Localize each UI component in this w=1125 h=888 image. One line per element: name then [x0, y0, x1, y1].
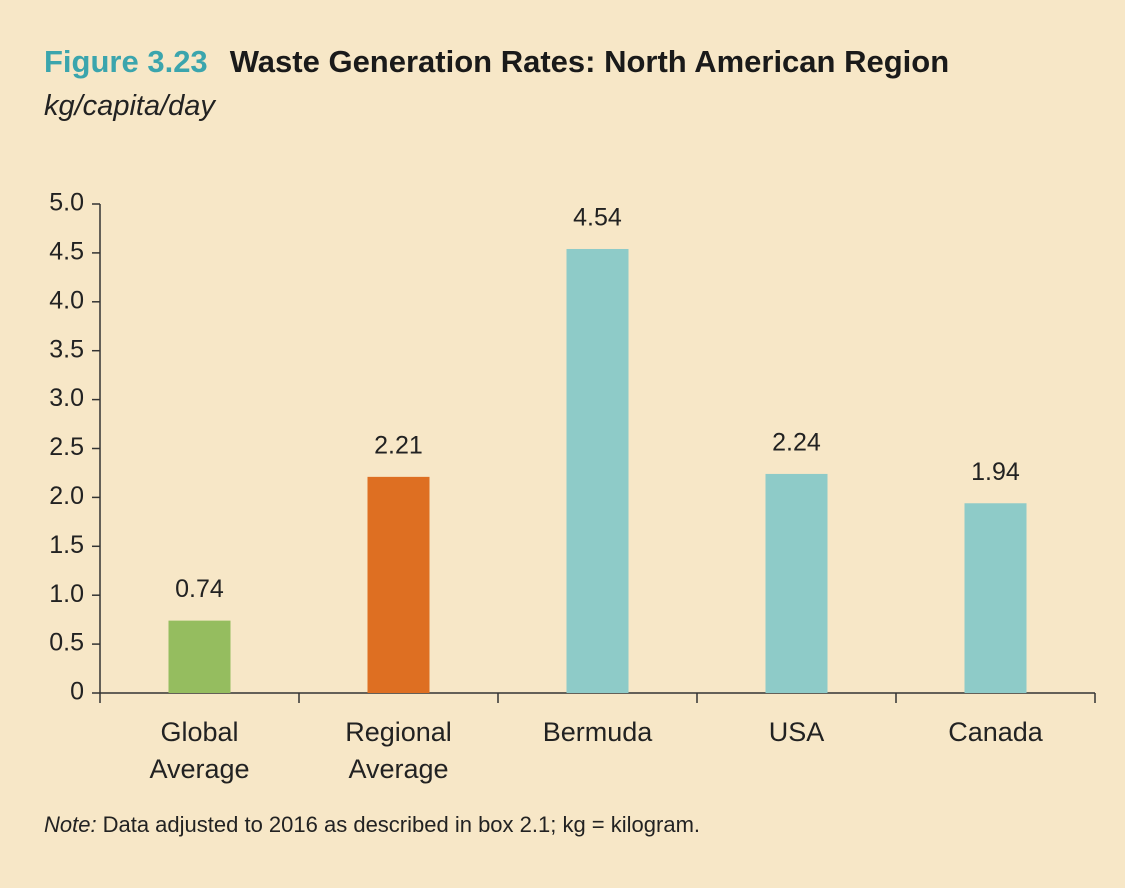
y-tick-label: 4.0	[49, 286, 84, 314]
x-tick-label: Regional Average	[345, 717, 452, 784]
chart-subtitle: kg/capita/day	[44, 90, 215, 122]
y-tick-label: 3.0	[49, 384, 84, 412]
value-label: 2.24	[772, 429, 821, 457]
y-tick-label: 0.5	[49, 629, 84, 657]
note-text: Data adjusted to 2016 as described in bo…	[102, 812, 701, 837]
x-tick-label: USA	[768, 717, 825, 747]
x-tick-label: Global Average	[149, 717, 250, 784]
bar	[168, 620, 231, 693]
x-tick-label: Canada	[948, 717, 1043, 747]
value-label: 1.94	[971, 458, 1020, 486]
value-label: 0.74	[175, 575, 224, 603]
bar	[765, 473, 828, 693]
y-tick-label: 3.5	[49, 335, 84, 363]
chart-title: Waste Generation Rates: North American R…	[229, 44, 950, 79]
y-tick-label: 4.5	[49, 238, 84, 266]
value-label: 2.21	[374, 431, 423, 459]
y-tick-label: 2.0	[49, 482, 84, 510]
title-row: Figure 3.23 Waste Generation Rates: North…	[44, 44, 949, 80]
y-tick-label: 5.0	[49, 189, 84, 217]
bar	[566, 248, 629, 693]
y-tick-label: 1.5	[49, 531, 84, 559]
y-tick-label: 1.0	[49, 580, 84, 608]
y-tick-label: 2.5	[49, 433, 84, 461]
value-label: 4.54	[573, 204, 622, 232]
note-label: Note:	[44, 812, 97, 837]
note: Note: Data adjusted to 2016 as described …	[44, 812, 700, 838]
figure-label: Figure 3.23	[44, 44, 208, 79]
bar	[367, 476, 430, 693]
y-tick-label: 0	[70, 678, 84, 706]
bar	[964, 503, 1027, 693]
x-tick-label: Bermuda	[542, 717, 653, 747]
